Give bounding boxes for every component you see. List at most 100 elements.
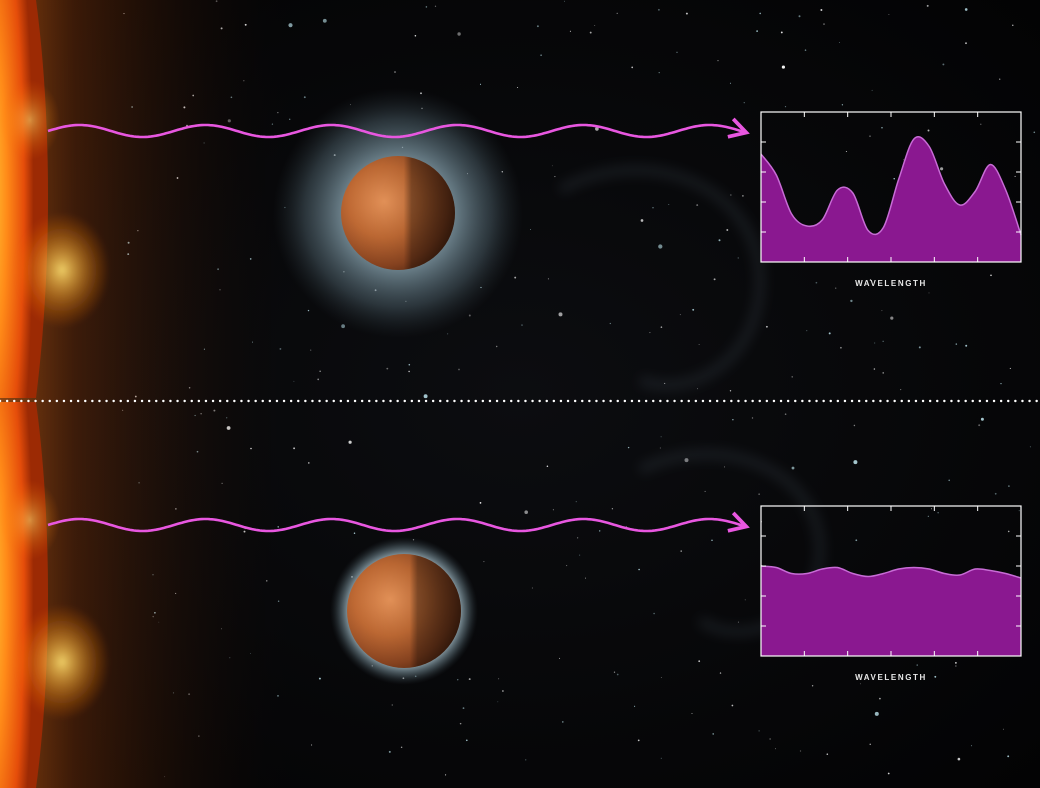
star-dot (955, 662, 957, 664)
star-dot (940, 167, 944, 171)
star-dot (845, 150, 847, 153)
star-dot (965, 344, 968, 347)
star-dot (386, 367, 389, 370)
star-dot (887, 772, 890, 775)
star-dot (627, 446, 630, 449)
star-dot (609, 322, 611, 325)
star-dot (1002, 728, 1004, 730)
star-dot (658, 244, 663, 249)
star-dot (717, 59, 719, 62)
star-dot (589, 31, 592, 34)
star-dot (970, 745, 973, 747)
star-dot (1000, 382, 1002, 385)
star-dot (679, 314, 681, 316)
star-dot (980, 123, 982, 125)
star-top (0, 0, 110, 398)
star-dot (547, 278, 549, 280)
star-dot (680, 550, 682, 552)
star-dot (616, 673, 619, 676)
star-dot (758, 730, 760, 732)
star-dot (660, 757, 662, 759)
star-dot (758, 493, 760, 495)
star-dot (737, 257, 739, 259)
star-dot (859, 683, 861, 685)
star-dot (517, 87, 519, 88)
star-dot (990, 274, 992, 277)
star-dot (759, 12, 762, 15)
star-dot (611, 508, 614, 510)
star-dot (457, 32, 461, 36)
star-dot (869, 279, 872, 281)
spectrum-line (760, 136, 1022, 236)
star-dot (638, 568, 640, 571)
star-dot (731, 704, 734, 707)
star-dot (711, 539, 713, 541)
light-wave-bottom (47, 511, 750, 533)
star-dot (930, 508, 933, 510)
star-dot (769, 738, 771, 740)
star-dot (577, 537, 579, 539)
star-dot (918, 346, 921, 349)
star-dot (561, 721, 564, 723)
star-dot (551, 165, 553, 167)
star-dot (927, 515, 929, 517)
star-dot (394, 71, 396, 73)
star-dot (558, 312, 563, 317)
star-dot (653, 612, 655, 615)
star-dot (926, 4, 929, 7)
star-dot (599, 530, 601, 532)
star-dot (660, 677, 662, 678)
star-dot (775, 748, 776, 750)
star-dot (784, 105, 787, 108)
star-dot (838, 41, 841, 44)
star-dot (850, 299, 853, 303)
star-dot (659, 447, 661, 449)
planet-bottom (347, 554, 461, 668)
star-dot (566, 565, 568, 567)
light-wave-top (47, 117, 750, 139)
star-dot (696, 204, 699, 207)
star-dot (1018, 510, 1020, 512)
star-dot (713, 278, 716, 281)
star-dot (310, 349, 312, 351)
star-dot (434, 5, 437, 7)
star-dot (569, 30, 571, 32)
star-dot (447, 333, 449, 335)
star-dot (840, 346, 842, 349)
star-dot (530, 229, 531, 230)
star-dot (425, 6, 428, 8)
star-dot (1008, 485, 1010, 487)
star-dot (458, 368, 460, 371)
star-dot (660, 326, 663, 328)
star-dot (514, 276, 517, 279)
wavelength-label-bottom: WAVELENGTH (855, 673, 927, 682)
star-dot (658, 71, 660, 74)
star-dot (882, 340, 884, 342)
star-dot (552, 509, 554, 511)
star-dot (955, 343, 958, 345)
star-dot (502, 690, 504, 692)
star-dot (955, 665, 957, 667)
star-dot (691, 713, 693, 715)
star-dot (784, 413, 787, 416)
star-dot (765, 325, 768, 328)
star-dot (804, 49, 807, 51)
star-dot (468, 678, 471, 681)
star-dot (719, 672, 722, 674)
star-dot (882, 372, 884, 374)
star-dot (916, 664, 918, 666)
star-dot (900, 389, 902, 391)
star-dot (732, 419, 734, 421)
star-dot (640, 219, 644, 222)
star-dot (815, 281, 818, 284)
star-dot (307, 309, 310, 312)
star-dot (353, 532, 356, 535)
star-dot (685, 12, 688, 15)
star-dot (729, 82, 731, 84)
star-dot (631, 66, 634, 69)
star-dot (445, 774, 447, 776)
star-dot (1007, 755, 1010, 758)
star-dot (934, 675, 937, 678)
nebula-swirl (557, 165, 826, 637)
star-dot (828, 332, 831, 335)
